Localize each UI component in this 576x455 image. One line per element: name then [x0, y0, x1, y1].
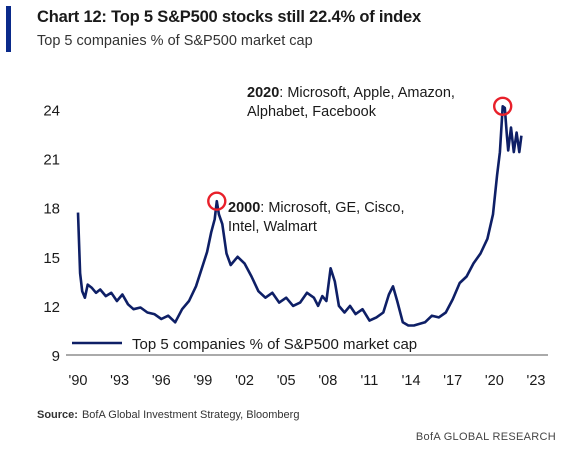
y-axis-ticks: 9 12 15 18 21 24 — [43, 103, 60, 365]
peak-highlight-circle — [207, 191, 227, 211]
x-tick-label: '02 — [235, 373, 254, 389]
x-tick-label: '08 — [318, 373, 337, 389]
x-tick-label: '14 — [402, 373, 421, 389]
x-tick-label: '90 — [69, 373, 88, 389]
y-tick-label: 24 — [43, 103, 60, 120]
x-axis-ticks: '90 '93 '96 '99 '02 '05 '08 '11 '14 '17 '20 '23 — [69, 373, 546, 389]
annotation-year: 2000 — [228, 200, 260, 216]
x-tick-label: '96 — [152, 373, 171, 389]
y-tick-label: 15 — [43, 250, 60, 267]
x-tick-label: '99 — [193, 373, 212, 389]
x-tick-label: '17 — [443, 373, 462, 389]
peak-highlight-circle — [492, 96, 513, 116]
annotation-line-2: Intel, Walmart — [228, 219, 317, 235]
legend-label: Top 5 companies % of S&P500 market cap — [132, 336, 417, 353]
annotation-line-1: 2020: Microsoft, Apple, Amazon, — [247, 85, 455, 101]
y-tick-label: 9 — [52, 348, 60, 365]
highlight-markers — [207, 96, 513, 211]
chart-subtitle: Top 5 companies % of S&P500 market cap — [37, 33, 313, 49]
y-tick-label: 18 — [43, 201, 60, 218]
annotation-companies: : Microsoft, Apple, Amazon, — [279, 85, 455, 101]
annotations: 2000: Microsoft, GE, Cisco, Intel, Walmar… — [228, 85, 455, 235]
y-tick-label: 21 — [43, 152, 60, 169]
source-note: Source: BofA Global Investment Strategy, … — [37, 409, 299, 421]
y-tick-label: 12 — [43, 299, 60, 316]
annotation-year: 2020 — [247, 85, 279, 101]
annotation-companies: : Microsoft, GE, Cisco, — [260, 200, 404, 216]
source-label: Source: — [37, 409, 78, 421]
source-text: BofA Global Investment Strategy, Bloombe… — [81, 409, 300, 421]
title-accent-bar — [6, 6, 11, 52]
annotation-line-2: Alphabet, Facebook — [247, 104, 377, 120]
chart-title: Chart 12: Top 5 S&P500 stocks still 22.4… — [37, 8, 421, 26]
annotation-line-1: 2000: Microsoft, GE, Cisco, — [228, 200, 405, 216]
x-tick-label: '93 — [110, 373, 129, 389]
x-tick-label: '20 — [485, 373, 504, 389]
x-tick-label: '11 — [361, 373, 379, 389]
legend: Top 5 companies % of S&P500 market cap — [72, 336, 417, 353]
brand-label: BofA GLOBAL RESEARCH — [415, 431, 556, 443]
series-line-top5-share — [76, 105, 523, 327]
x-tick-label: '23 — [527, 373, 546, 389]
x-tick-label: '05 — [277, 373, 296, 389]
